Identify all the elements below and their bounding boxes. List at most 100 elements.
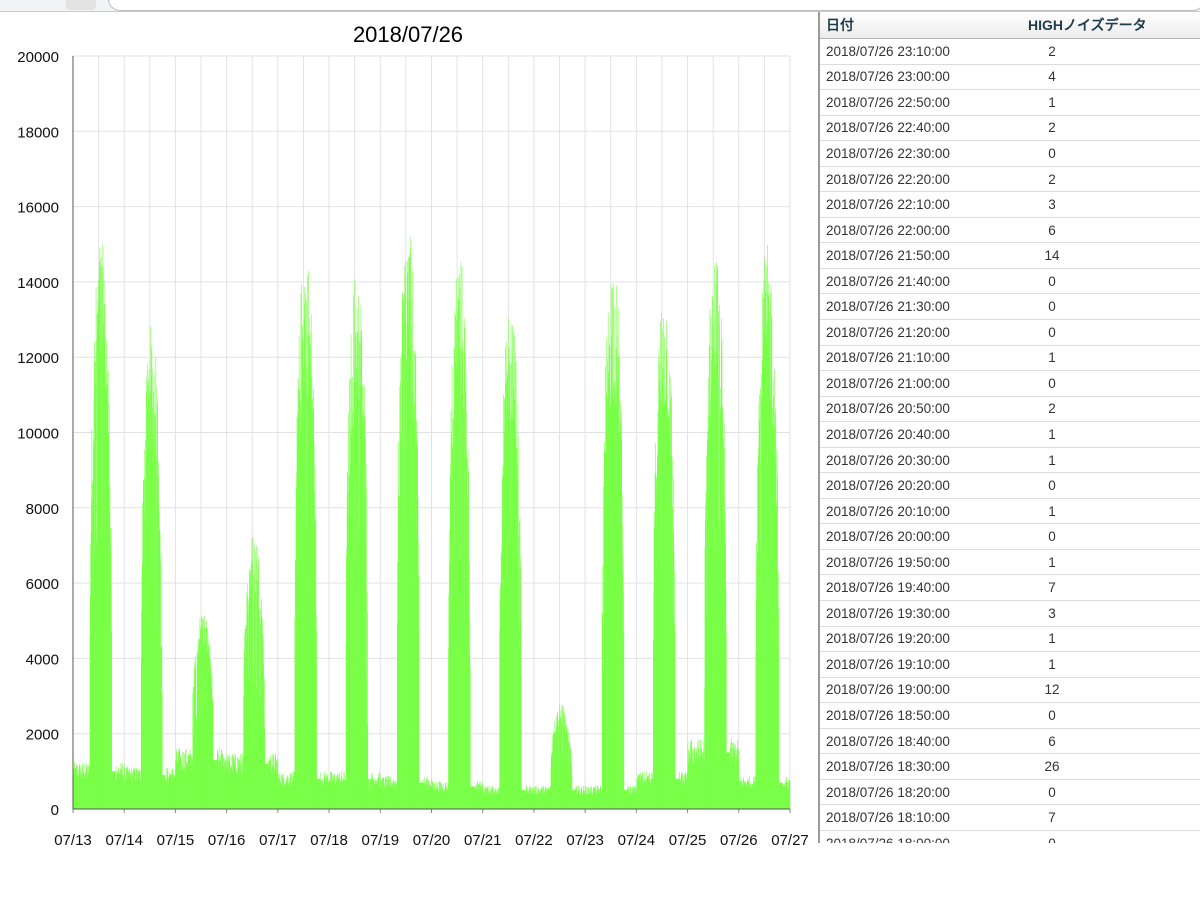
data-bar xyxy=(587,785,589,809)
data-bar xyxy=(208,646,210,809)
column-header-date[interactable]: 日付 xyxy=(826,17,854,33)
table-row[interactable]: 2018/07/26 18:20:00 0 xyxy=(820,780,1200,806)
table-row[interactable]: 2018/07/26 21:10:00 1 xyxy=(820,346,1200,372)
data-bar xyxy=(655,472,657,809)
cell-date: 2018/07/26 21:00:00 xyxy=(826,375,950,391)
data-bar xyxy=(521,790,523,809)
table-row[interactable]: 2018/07/26 19:50:00 1 xyxy=(820,550,1200,576)
data-bar xyxy=(573,790,574,809)
data-bar xyxy=(520,618,522,809)
data-bar xyxy=(536,786,538,809)
data-bar xyxy=(175,760,177,809)
table-row[interactable]: 2018/07/26 20:00:00 0 xyxy=(820,524,1200,550)
data-bar xyxy=(734,752,735,809)
data-bar xyxy=(746,787,748,809)
data-bar xyxy=(502,474,504,809)
data-bar xyxy=(271,771,272,809)
table-row[interactable]: 2018/07/26 22:30:00 0 xyxy=(820,141,1200,167)
data-bar xyxy=(529,788,531,809)
table-row[interactable]: 2018/07/26 19:20:00 1 xyxy=(820,627,1200,653)
data-bar xyxy=(757,456,759,809)
data-bar xyxy=(503,394,504,809)
data-bar xyxy=(131,770,133,809)
table-row[interactable]: 2018/07/26 19:00:00 12 xyxy=(820,678,1200,704)
table-row[interactable]: 2018/07/26 18:10:00 7 xyxy=(820,805,1200,831)
data-bar xyxy=(482,793,484,809)
data-bar xyxy=(616,336,618,809)
data-bar xyxy=(289,785,291,809)
data-bar xyxy=(492,785,494,809)
data-bar xyxy=(545,786,547,809)
data-bar xyxy=(455,318,457,809)
table-row[interactable]: 2018/07/26 18:50:00 0 xyxy=(820,703,1200,729)
data-bar xyxy=(464,327,466,809)
table-row[interactable]: 2018/07/26 20:30:00 1 xyxy=(820,448,1200,474)
data-bar xyxy=(572,790,573,809)
column-header-high-noise[interactable]: HIGHノイズデータ xyxy=(1028,17,1147,33)
data-bar xyxy=(304,286,306,809)
data-bar xyxy=(103,395,104,809)
data-bar xyxy=(410,517,412,809)
data-bar xyxy=(676,778,678,809)
address-bar[interactable] xyxy=(108,0,1200,11)
table-row[interactable]: 2018/07/26 22:20:00 2 xyxy=(820,167,1200,193)
data-bar xyxy=(386,776,387,809)
data-bar xyxy=(526,786,528,809)
table-row[interactable]: 2018/07/26 18:00:000 xyxy=(820,831,1200,843)
data-bar xyxy=(200,710,202,809)
data-bar xyxy=(727,752,729,809)
data-bar xyxy=(706,455,708,809)
table-row[interactable]: 2018/07/26 22:00:00 6 xyxy=(820,218,1200,244)
table-row[interactable]: 2018/07/26 21:20:00 0 xyxy=(820,320,1200,346)
data-bar xyxy=(378,784,379,809)
data-bar xyxy=(738,781,740,809)
data-bar xyxy=(318,778,320,809)
data-bar xyxy=(620,401,621,809)
data-bar xyxy=(90,544,92,809)
data-bar xyxy=(171,768,173,809)
data-bar xyxy=(485,786,487,809)
data-bar xyxy=(635,787,636,809)
data-bar xyxy=(454,310,456,809)
table-row[interactable]: 2018/07/26 20:40:00 1 xyxy=(820,422,1200,448)
data-bar xyxy=(182,765,183,809)
data-bar xyxy=(174,775,176,809)
table-row[interactable]: 2018/07/26 22:10:00 3 xyxy=(820,192,1200,218)
table-row[interactable]: 2018/07/26 21:50:00 14 xyxy=(820,243,1200,269)
table-row[interactable]: 2018/07/26 21:00:00 0 xyxy=(820,371,1200,397)
table-row[interactable]: 2018/07/26 21:30:00 0 xyxy=(820,294,1200,321)
table-row[interactable]: 2018/07/26 22:40:00 2 xyxy=(820,116,1200,142)
data-bar xyxy=(218,748,220,809)
data-bar xyxy=(616,285,618,809)
data-bar xyxy=(136,779,138,809)
data-bar xyxy=(571,775,573,809)
data-bar xyxy=(642,773,644,809)
table-row[interactable]: 2018/07/26 19:40:00 7 xyxy=(820,575,1200,602)
table-row[interactable]: 2018/07/26 20:10:00 1 xyxy=(820,499,1200,525)
table-row[interactable]: 2018/07/26 20:20:00 0 xyxy=(820,473,1200,499)
data-bar xyxy=(332,779,334,809)
table-row[interactable]: 2018/07/26 18:30:00 26 xyxy=(820,754,1200,780)
data-bar xyxy=(104,336,105,809)
data-bar xyxy=(743,784,745,809)
data-bar xyxy=(707,440,709,809)
table-row[interactable]: 2018/07/26 19:10:00 1 xyxy=(820,652,1200,678)
table-row[interactable]: 2018/07/26 19:30:00 3 xyxy=(820,601,1200,627)
data-bar xyxy=(746,783,747,809)
table-row[interactable]: 2018/07/26 20:50:00 2 xyxy=(820,397,1200,423)
data-bar xyxy=(551,752,553,809)
data-bar xyxy=(419,782,420,809)
data-bar xyxy=(171,774,173,809)
reload-button[interactable] xyxy=(66,0,96,10)
data-bar xyxy=(81,775,83,809)
table-row[interactable]: 2018/07/26 23:00:00 4 xyxy=(820,65,1200,91)
table-row[interactable]: 2018/07/26 22:50:00 1 xyxy=(820,90,1200,116)
data-bar xyxy=(575,788,576,809)
data-bar xyxy=(770,398,772,809)
table-row[interactable]: 2018/07/26 21:40:00 0 xyxy=(820,269,1200,295)
table-row[interactable]: 2018/07/26 18:40:00 6 xyxy=(820,729,1200,755)
table-row[interactable]: 2018/07/26 23:10:00 2 xyxy=(820,39,1200,65)
data-bar xyxy=(685,773,687,809)
data-bar xyxy=(677,778,678,809)
cell-high-noise-value: 0 xyxy=(1048,707,1056,723)
